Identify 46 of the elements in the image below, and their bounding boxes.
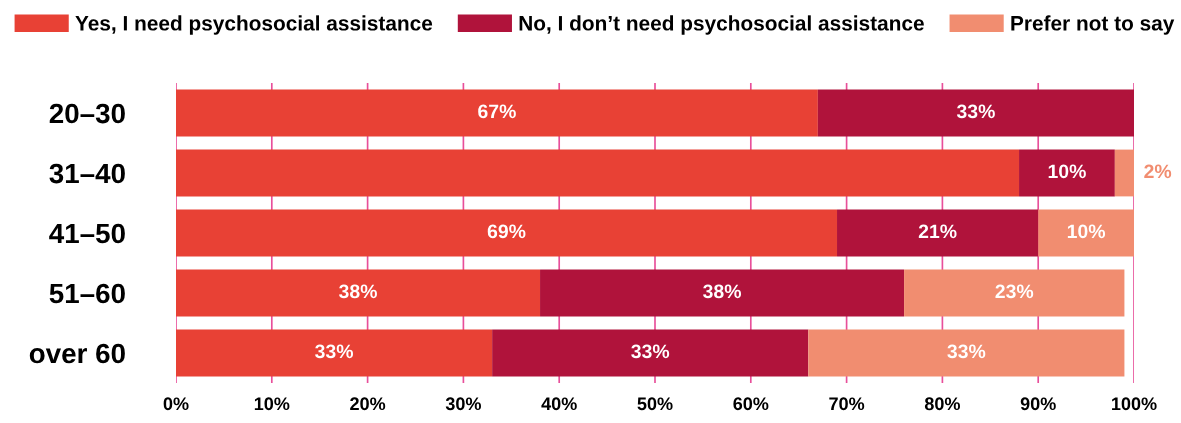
data-label: 10% (1067, 224, 1106, 239)
y-tick-label: 51–60 (49, 283, 125, 304)
y-tick-label: 20–30 (49, 103, 125, 124)
bar (837, 209, 1039, 257)
data-label: 38% (703, 284, 742, 299)
bar (817, 89, 1134, 137)
x-tick-label: 70% (829, 397, 865, 411)
x-tick-label: 10% (254, 397, 290, 411)
data-label: 33% (947, 344, 986, 359)
data-label: 69% (487, 224, 526, 239)
x-tick-label: 40% (541, 397, 577, 411)
bar (540, 269, 905, 317)
data-label: 67% (478, 104, 516, 119)
data-label: 38% (339, 284, 377, 299)
data-label: 23% (995, 284, 1034, 299)
legend-label: No, I don’t need psychosocial assistance (519, 15, 924, 35)
bar (176, 149, 1020, 197)
data-label: 33% (631, 344, 670, 359)
bar (176, 89, 818, 137)
data-label: 10% (1048, 164, 1086, 179)
data-label: 33% (956, 104, 995, 119)
bar (492, 329, 809, 377)
bar (904, 269, 1125, 317)
x-tick-label: 60% (733, 397, 769, 411)
bar (1038, 209, 1134, 257)
data-label: 21% (918, 224, 957, 239)
y-tick-label: 41–50 (49, 223, 125, 244)
x-tick-label: 50% (637, 397, 673, 411)
x-tick-label: 90% (1020, 397, 1056, 411)
x-tick-label: 100% (1112, 397, 1157, 411)
y-tick-label: over 60 (29, 343, 125, 364)
bar (176, 209, 838, 257)
x-tick-label: 20% (350, 397, 386, 411)
y-tick-label: 31–40 (49, 163, 125, 184)
x-tick-label: 80% (924, 397, 960, 411)
bar (176, 269, 541, 317)
bar (1019, 149, 1115, 197)
legend-label: Yes, I need psychosocial assistance (75, 15, 433, 35)
bar (1114, 149, 1134, 197)
data-label: 33% (315, 344, 354, 359)
legend-label: Prefer not to say (1011, 15, 1175, 35)
bar (176, 329, 493, 377)
x-tick-label: 30% (445, 397, 481, 411)
data-label: 2% (1144, 164, 1172, 179)
bar (808, 329, 1125, 377)
x-tick-label: 0% (163, 397, 189, 411)
